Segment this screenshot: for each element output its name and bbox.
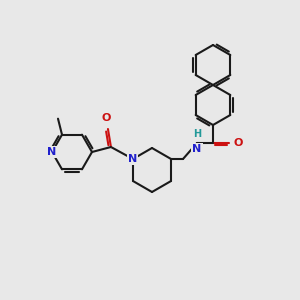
Text: N: N [128, 154, 138, 164]
Text: N: N [47, 147, 57, 157]
Text: O: O [101, 113, 111, 123]
Text: N: N [192, 144, 202, 154]
Text: O: O [234, 138, 243, 148]
Text: H: H [193, 129, 201, 139]
